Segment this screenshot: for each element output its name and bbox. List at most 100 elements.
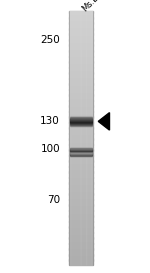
Bar [69,92,93,93]
Bar [69,256,93,257]
Bar [69,104,93,105]
Bar [70,119,92,120]
Bar [69,259,93,260]
Bar [69,96,93,97]
Bar [69,207,93,208]
Bar [69,61,93,62]
Bar [69,234,93,235]
Bar [69,206,93,207]
Bar [69,203,93,204]
Bar [69,132,93,133]
Bar [69,262,93,263]
Bar [69,202,93,203]
Bar [69,127,93,128]
Bar [69,68,93,69]
Bar [69,115,93,117]
Bar [69,245,93,246]
Bar [69,210,93,211]
Bar [69,225,93,226]
Bar [69,136,93,137]
Bar [69,219,93,220]
Bar [69,49,93,50]
Bar [69,225,93,227]
Bar [69,252,93,253]
Bar [69,144,93,146]
Bar [69,181,93,182]
Bar [69,22,93,24]
Bar [69,65,93,66]
Bar [69,21,93,22]
Bar [69,78,93,79]
Bar [69,50,93,51]
Bar [69,55,93,56]
Bar [69,235,93,236]
Bar [69,40,93,41]
Bar [69,196,93,197]
Bar [69,155,93,156]
Bar [69,161,93,162]
Bar [69,77,93,78]
Bar [69,214,93,215]
Bar [69,64,93,65]
Bar [69,162,93,163]
Bar [69,76,93,77]
Bar [69,198,93,200]
Bar [69,33,93,34]
Bar [69,229,93,230]
Bar [69,67,93,69]
Bar [69,217,93,218]
Bar [70,120,92,121]
Bar [69,263,93,264]
Bar [69,17,93,18]
Bar [69,208,93,209]
Bar [69,231,93,232]
Bar [69,108,93,109]
Bar [69,52,93,53]
Bar [69,127,93,129]
Bar [69,133,93,135]
Bar [69,237,93,238]
Bar [70,125,92,126]
Bar [69,141,93,142]
Bar [69,152,93,153]
Bar [69,185,93,186]
Bar [69,47,93,48]
Bar [69,227,93,229]
Bar [69,99,93,100]
Bar [69,85,93,86]
Bar [69,230,93,231]
Text: 100: 100 [40,144,60,154]
Bar [69,116,93,118]
Bar [69,177,93,179]
Bar [69,26,93,27]
Bar [69,241,93,242]
Bar [69,11,93,13]
Bar [69,209,93,210]
Bar [69,248,93,250]
Bar [69,71,93,72]
Bar [69,111,93,112]
Bar [69,110,93,111]
Bar [69,194,93,195]
Bar [69,233,93,234]
Bar [69,244,93,245]
Bar [69,106,93,107]
Bar [69,109,93,110]
Bar [69,204,93,205]
Bar [69,191,93,192]
Bar [69,182,93,183]
Bar [70,126,92,127]
Bar [69,160,93,161]
Bar [69,224,93,225]
Bar [69,98,93,99]
Bar [69,204,93,206]
Bar [69,238,93,239]
Bar [69,251,93,252]
Bar [69,149,93,150]
Bar [69,178,93,179]
Bar [69,140,93,141]
Bar [69,254,93,255]
Bar [69,126,93,127]
Bar [69,228,93,229]
Bar [69,149,93,151]
